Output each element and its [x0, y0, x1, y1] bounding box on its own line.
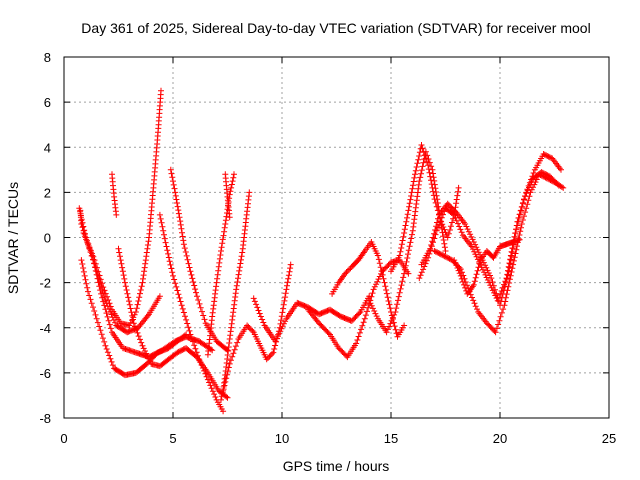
series-sat-g — [156, 211, 227, 415]
chart-title: Day 361 of 2025, Sidereal Day-to-day VTE… — [81, 20, 590, 36]
series-sat-l — [250, 293, 373, 345]
series-sat-d — [80, 230, 216, 361]
series-sat-i — [204, 171, 237, 358]
series-sat-h — [167, 166, 231, 354]
y-tick-label: -8 — [39, 411, 51, 426]
data-point-markers — [204, 171, 237, 358]
series-sat-v — [222, 171, 233, 221]
series-sat-e — [109, 171, 120, 218]
data-point-markers — [156, 211, 227, 415]
y-tick-labels: -8 -6 -4 -2 0 2 4 6 8 — [39, 50, 51, 426]
grid-lines — [64, 57, 609, 418]
series-sat-k — [218, 261, 294, 403]
y-tick-label: 0 — [44, 231, 51, 246]
y-tick-label: -4 — [39, 321, 51, 336]
data-point-markers — [250, 293, 373, 345]
x-axis-label: GPS time / hours — [283, 458, 390, 474]
data-point-markers — [451, 236, 523, 297]
y-tick-label: -6 — [39, 366, 51, 381]
data-points — [76, 87, 567, 415]
x-tick-label: 15 — [384, 431, 398, 446]
y-tick-label: 6 — [44, 95, 51, 110]
x-tick-label: 10 — [275, 431, 289, 446]
y-tick-label: 2 — [44, 185, 51, 200]
x-tick-label: 5 — [169, 431, 176, 446]
data-point-markers — [222, 171, 233, 221]
x-tick-label: 20 — [493, 431, 507, 446]
tick-marks — [63, 56, 610, 419]
series-sat-u — [77, 207, 85, 227]
y-axis-label: SDTVAR / TECUs — [5, 182, 21, 294]
data-point-markers — [80, 230, 216, 361]
x-tick-label: 0 — [60, 431, 67, 446]
data-point-markers — [218, 261, 294, 403]
x-tick-label: 25 — [602, 431, 616, 446]
data-point-markers — [77, 207, 85, 227]
series-sat-p — [388, 142, 462, 275]
y-tick-label: 4 — [44, 140, 51, 155]
data-point-markers — [167, 166, 231, 354]
x-tick-labels: 0 5 10 15 20 25 — [60, 431, 616, 446]
y-tick-label: -2 — [39, 276, 51, 291]
y-tick-label: 8 — [44, 50, 51, 65]
data-point-markers — [329, 239, 408, 340]
series-sat-n — [329, 239, 408, 340]
series-sat-t — [451, 236, 523, 297]
data-point-markers — [388, 142, 462, 275]
data-point-markers — [109, 171, 120, 218]
